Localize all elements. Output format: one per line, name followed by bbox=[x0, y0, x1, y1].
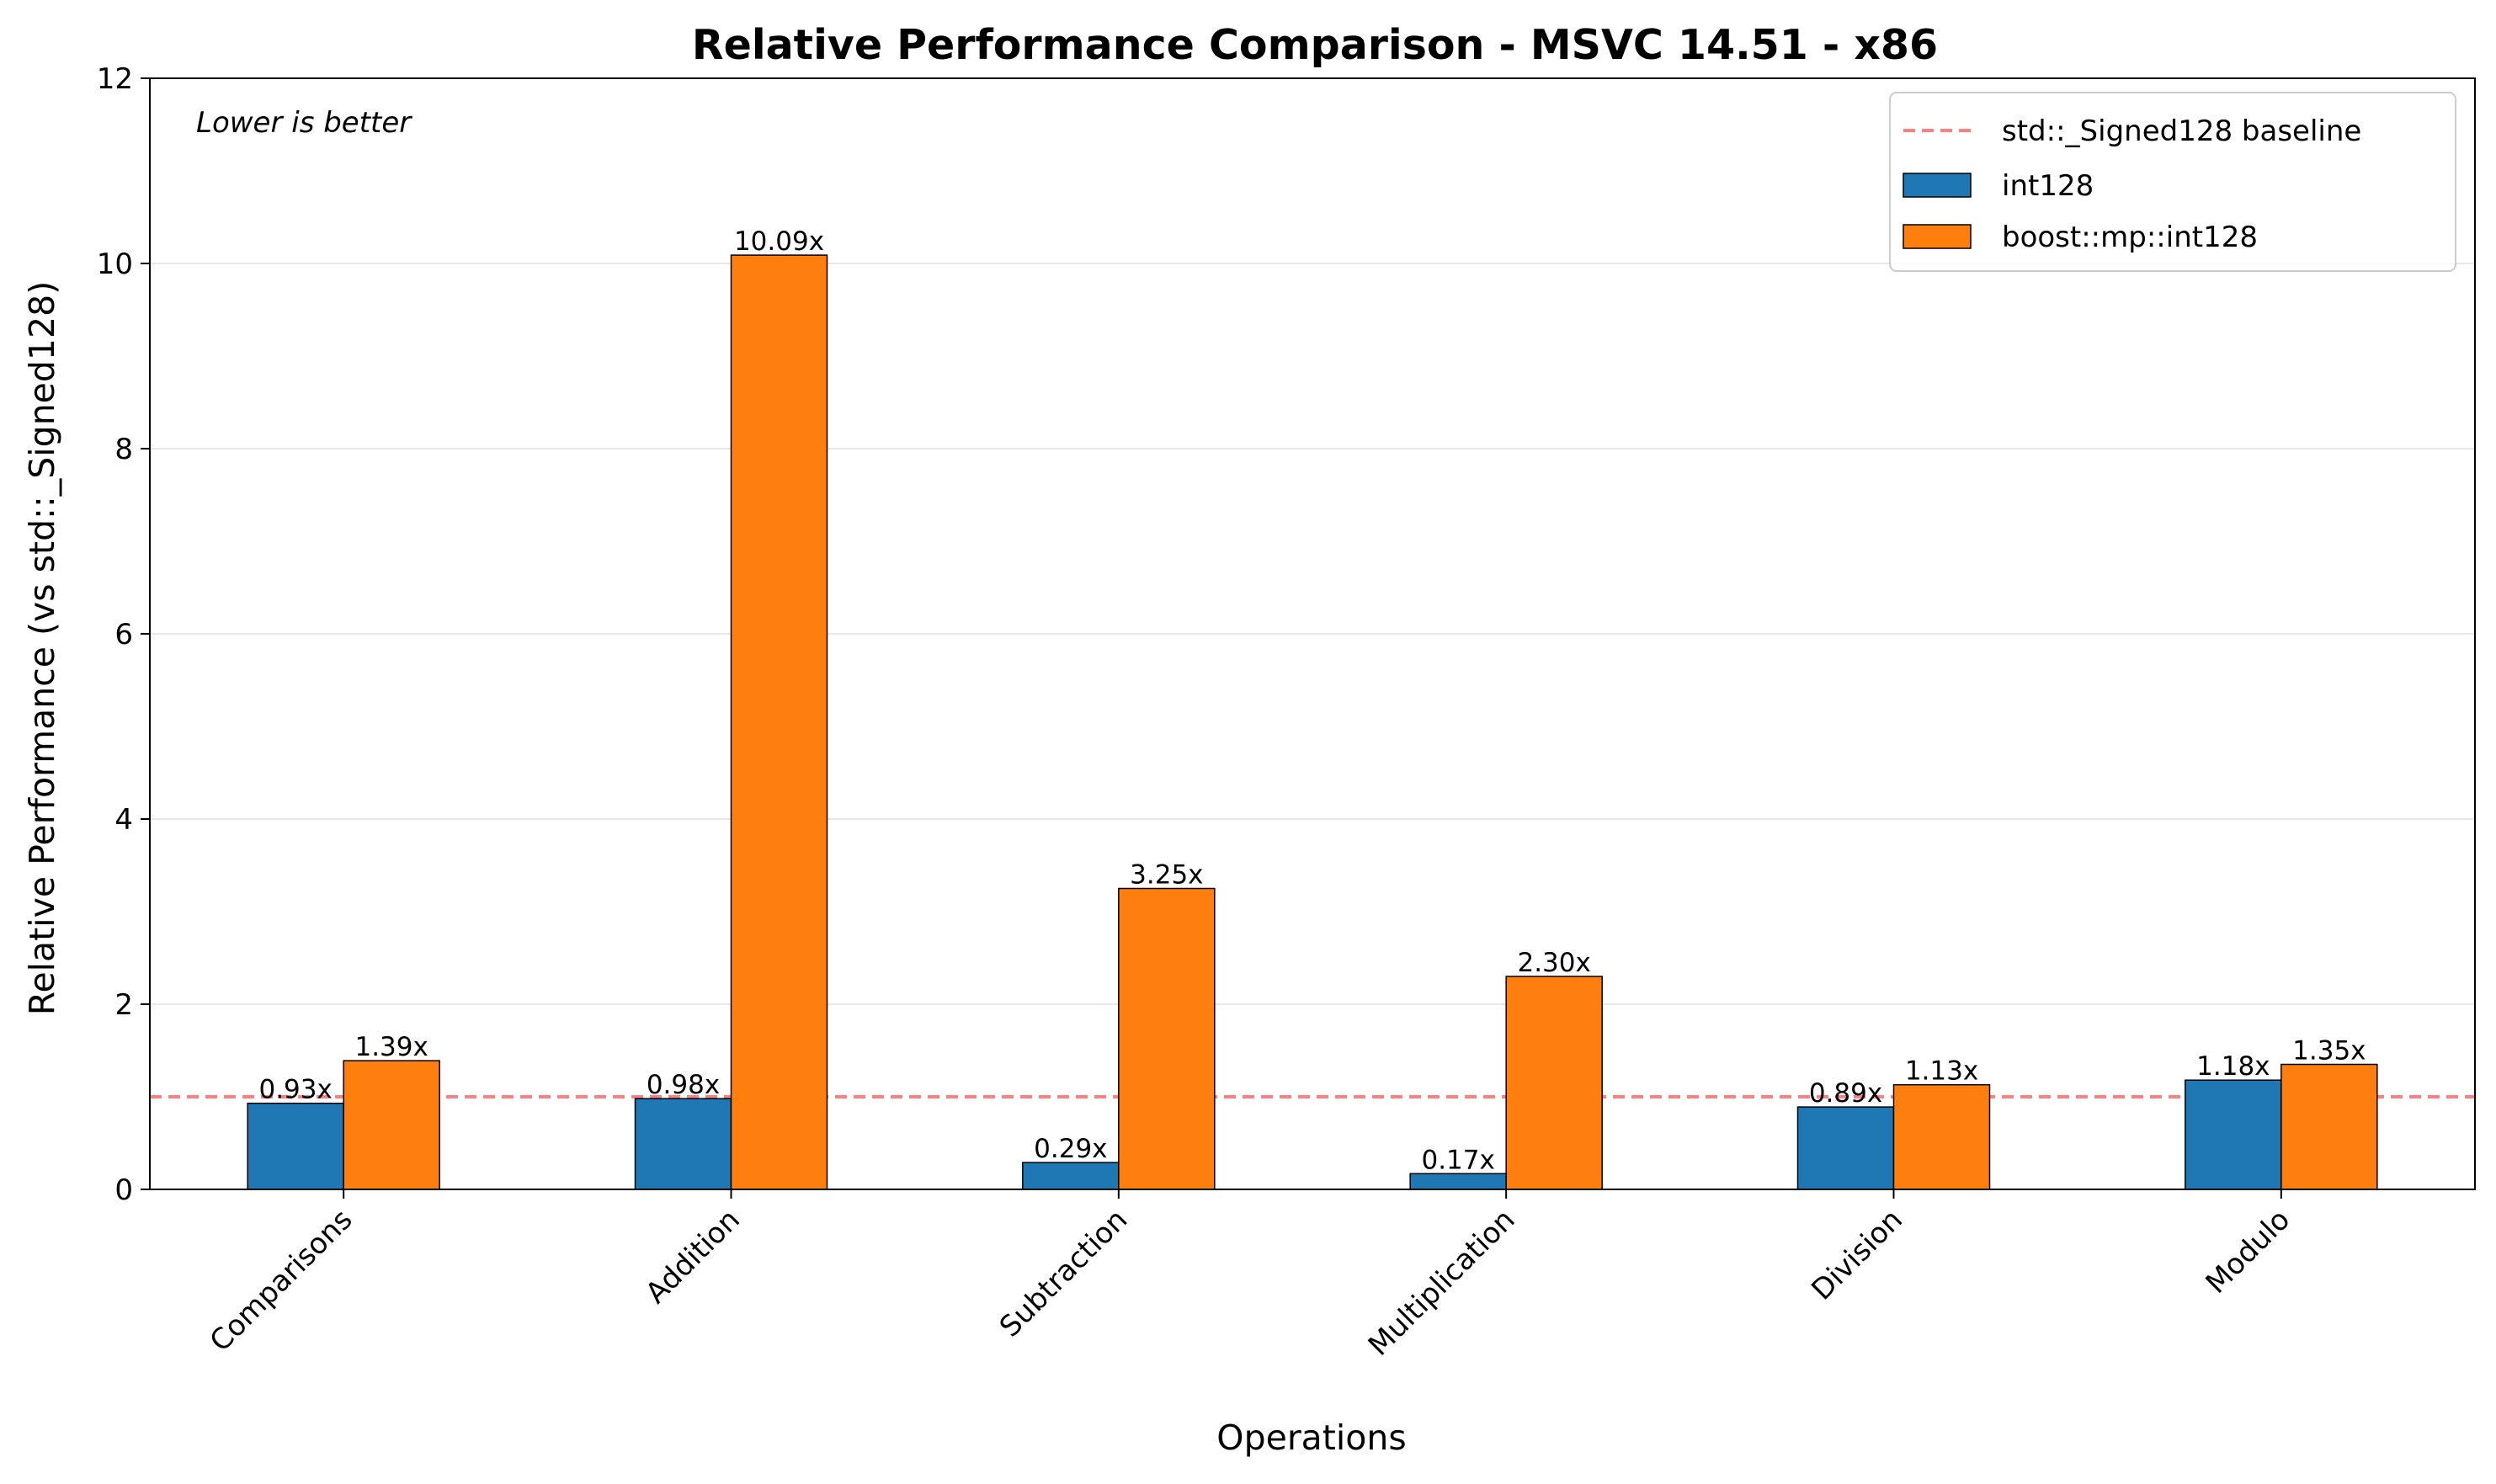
data-label: 0.89x bbox=[1809, 1078, 1882, 1109]
bar-int128-comparisons bbox=[247, 1102, 344, 1190]
y-tick-label: 6 bbox=[114, 618, 133, 652]
y-tick-label: 0 bbox=[114, 1173, 133, 1207]
legend-int128-swatch bbox=[1903, 173, 1972, 198]
y-tick-label: 2 bbox=[114, 988, 133, 1022]
bar-int128-multiplication bbox=[1409, 1173, 1507, 1190]
lower-is-better-annotation: Lower is better bbox=[196, 106, 412, 140]
bar-int128-subtraction bbox=[1022, 1162, 1120, 1190]
bar-boost-division bbox=[1892, 1083, 1991, 1190]
legend: std::_Signed128 baseline int128 boost::m… bbox=[1889, 92, 2456, 272]
data-label: 1.18x bbox=[2196, 1051, 2270, 1082]
bar-int128-division bbox=[1796, 1106, 1895, 1190]
legend-int128-label: int128 bbox=[2002, 169, 2094, 203]
y-tick-label: 4 bbox=[114, 803, 133, 837]
data-label: 1.35x bbox=[2292, 1036, 2366, 1066]
data-label: 0.17x bbox=[1421, 1145, 1494, 1175]
legend-frame bbox=[1889, 92, 2456, 272]
bar-boost-addition bbox=[730, 254, 828, 1190]
legend-baseline-label: std::_Signed128 baseline bbox=[2002, 114, 2361, 148]
bar-int128-addition bbox=[634, 1098, 732, 1190]
y-tick-label: 12 bbox=[97, 62, 133, 96]
y-tick-label: 10 bbox=[97, 247, 133, 281]
data-label: 10.09x bbox=[734, 226, 824, 257]
bar-boost-modulo bbox=[2280, 1063, 2378, 1190]
bar-boost-subtraction bbox=[1118, 887, 1216, 1190]
data-label: 0.93x bbox=[258, 1075, 332, 1105]
data-label: 0.29x bbox=[1034, 1134, 1107, 1164]
plot-frame bbox=[149, 77, 2476, 1190]
bar-boost-comparisons bbox=[343, 1060, 440, 1190]
bars-layer bbox=[247, 254, 2378, 1190]
x-axis-label: Operations bbox=[1216, 1418, 1406, 1458]
bar-boost-multiplication bbox=[1505, 976, 1603, 1190]
data-label: 1.39x bbox=[354, 1032, 428, 1062]
data-label: 2.30x bbox=[1517, 948, 1590, 978]
chart-title: Relative Performance Comparison - MSVC 1… bbox=[692, 21, 1938, 69]
legend-boost-label: boost::mp::int128 bbox=[2002, 221, 2258, 254]
bar-int128-modulo bbox=[2185, 1079, 2282, 1190]
legend-boost-swatch bbox=[1903, 224, 1972, 249]
data-label: 1.13x bbox=[1905, 1056, 1978, 1087]
data-label: 3.25x bbox=[1130, 860, 1203, 891]
data-labels-layer: 0.93x 1.39x 0.98x 10.09x 0.29x 3.25x 0.17x 2.30… bbox=[258, 226, 2366, 1175]
data-label: 0.98x bbox=[647, 1070, 720, 1100]
y-axis-label: Relative Performance (vs std::_Signed128… bbox=[22, 281, 62, 1015]
y-tick-label: 8 bbox=[114, 433, 133, 466]
